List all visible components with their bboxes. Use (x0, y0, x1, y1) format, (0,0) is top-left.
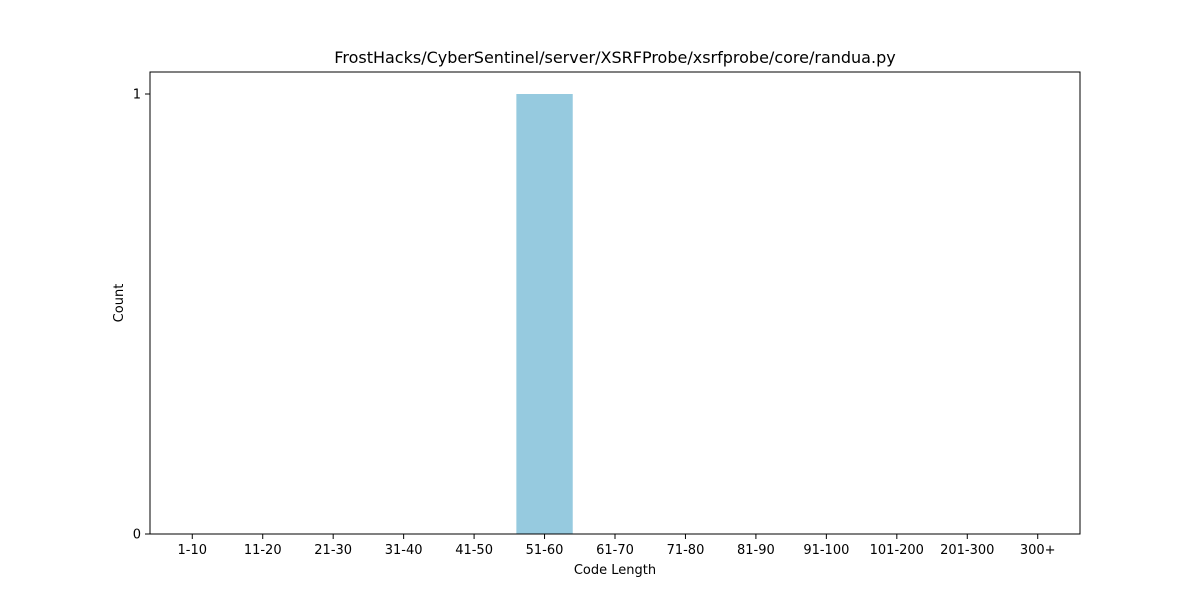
bar-51-60 (516, 94, 573, 534)
x-tick-label: 101-200 (870, 543, 924, 558)
x-tick-label: 71-80 (667, 543, 705, 558)
x-tick-label: 61-70 (596, 543, 634, 558)
x-tick-label: 201-300 (940, 543, 994, 558)
chart-title: FrostHacks/CyberSentinel/server/XSRFProb… (334, 48, 895, 67)
x-tick-label: 300+ (1020, 543, 1056, 558)
x-tick-label: 31-40 (385, 543, 423, 558)
y-tick-label: 0 (133, 528, 141, 543)
plot-area-frame (149, 71, 1081, 535)
x-tick-label: 41-50 (455, 543, 493, 558)
x-axis-label: Code Length (574, 563, 656, 578)
y-axis-ticks: 01 (133, 88, 150, 543)
x-tick-label: 11-20 (244, 543, 282, 558)
x-tick-label: 51-60 (526, 543, 564, 558)
x-axis-ticks: 1-10 11-20 21-30 31-40 41-50 51-60 61-70 71-80 8… (178, 534, 1056, 558)
y-axis-label: Count (112, 284, 127, 323)
x-tick-label: 1-10 (178, 543, 208, 558)
y-tick-label: 1 (133, 88, 141, 103)
x-tick-label: 91-100 (803, 543, 849, 558)
x-tick-label: 21-30 (314, 543, 352, 558)
bars-group (516, 94, 573, 534)
x-tick-label: 81-90 (737, 543, 775, 558)
